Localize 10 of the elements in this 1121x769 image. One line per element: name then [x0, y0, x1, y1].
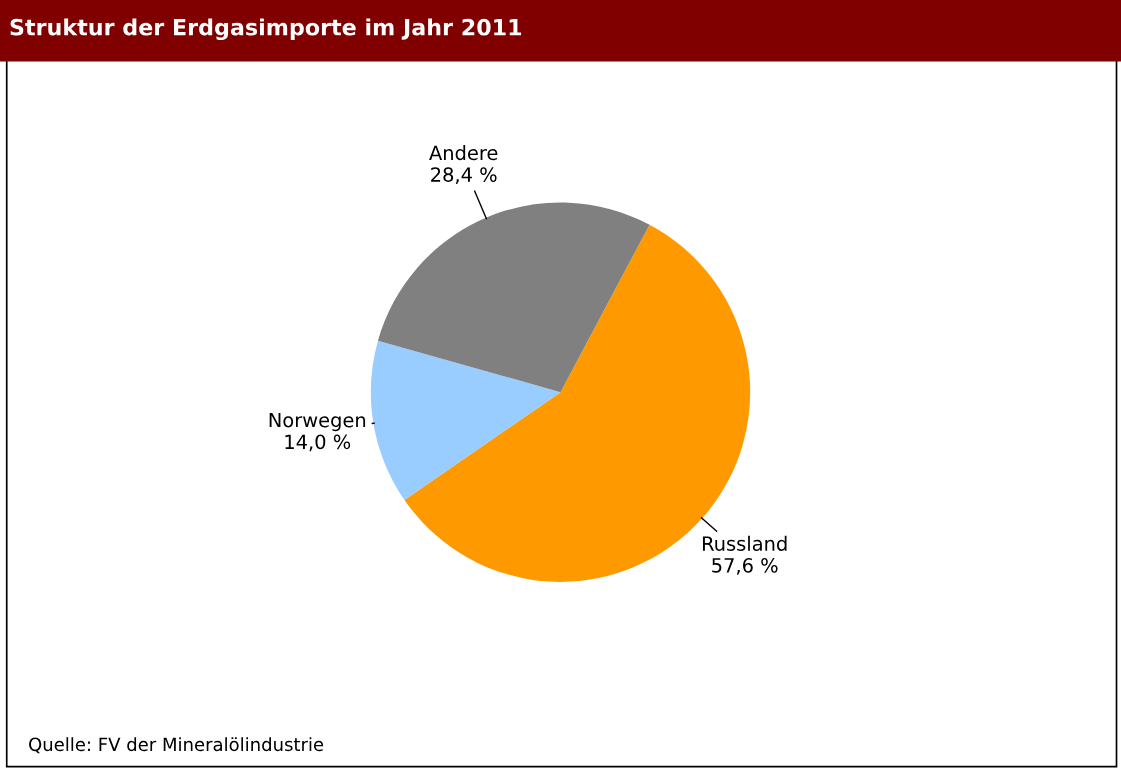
slice-label: Andere [429, 145, 498, 161]
source-note: Quelle: FV der Mineralölindustrie [29, 737, 324, 754]
data-label: 14,0 % [285, 434, 351, 452]
slice-label: Norwegen [269, 412, 366, 432]
chart-title: Struktur der Erdgasimporte im Jahr 2011 [10, 18, 522, 41]
pie-slice [370, 340, 561, 501]
pie-slice [377, 202, 650, 393]
data-label: 28,4 % [431, 167, 497, 184]
slice-label: Russland [702, 535, 787, 551]
data-label: 57,6 % [712, 557, 778, 575]
